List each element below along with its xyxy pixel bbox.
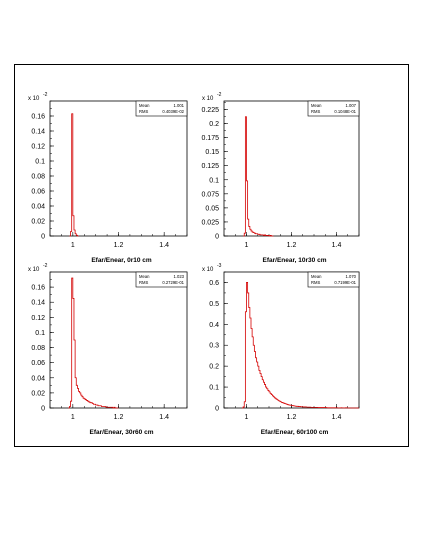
plot-area <box>49 271 188 409</box>
histogram-panel-3: 0 0.02 0.04 0.06 0.08 0.1 0.12 0.14 0.16 1 1.2 1.4 x… <box>28 263 188 436</box>
stats-mean-value: 1.007 <box>346 103 357 108</box>
axis-multiplier: x 10 <box>28 96 40 102</box>
y-tick-label: 0 <box>215 234 219 241</box>
y-tick-label: 0 <box>41 406 45 413</box>
y-tick-label: 0.075 <box>201 191 219 198</box>
x-tick-label: 1 <box>245 414 249 421</box>
stats-mean-label: Mean <box>311 103 322 108</box>
stats-rms-value: 0.1048E-01 <box>334 109 356 114</box>
y-tick-label: 0.08 <box>31 174 45 181</box>
x-tick-label: 1.2 <box>114 242 124 249</box>
stats-rms-label: RMS <box>311 280 321 285</box>
axis-multiplier: x 10 <box>202 267 214 273</box>
plot-area <box>49 100 188 237</box>
stats-rms-value: 0.4039E-02 <box>162 109 184 114</box>
stats-mean-label: Mean <box>311 274 322 279</box>
axis-multiplier-exponent: -2 <box>43 263 48 269</box>
stats-mean-value: 1.070 <box>346 274 357 279</box>
y-tick-label: 0.1 <box>35 159 45 166</box>
stats-rms-label: RMS <box>139 280 149 285</box>
histogram-panel-2: 0 0.025 0.05 0.075 0.1 0.125 0.15 0.175 0.2 0.225… <box>201 92 360 264</box>
axis-multiplier-exponent: -3 <box>217 263 222 269</box>
x-axis-label: Efar/Enear, 10r30 cm <box>263 257 327 264</box>
stats-box <box>307 100 360 117</box>
y-tick-label: 0.16 <box>31 285 45 292</box>
x-tick-label: 1 <box>71 242 75 249</box>
plot-area <box>223 100 360 237</box>
x-tick-label: 1.2 <box>287 242 297 249</box>
stats-mean-value: 1.001 <box>174 103 185 108</box>
y-tick-label: 0.3 <box>209 343 219 350</box>
y-tick-label: 0.025 <box>201 219 219 226</box>
x-tick-label: 1.4 <box>332 414 342 421</box>
histogram-panel-4: 0 0.1 0.2 0.3 0.4 0.5 0.6 1 1.2 1.4 x 10-3 Mean 1.07… <box>202 263 360 436</box>
stats-mean-label: Mean <box>139 103 150 108</box>
axis-multiplier: x 10 <box>202 96 214 102</box>
y-tick-label: 0.12 <box>31 315 45 322</box>
histogram-panel-1: 0 0.02 0.04 0.06 0.08 0.1 0.12 0.14 0.16 1 1.2 1.4 x… <box>28 92 188 264</box>
y-tick-label: 0.4 <box>209 322 219 329</box>
histogram-series <box>69 113 79 237</box>
x-axis-label: Efar/Enear, 30r60 cm <box>90 429 154 436</box>
y-tick-label: 0.1 <box>209 177 219 184</box>
x-tick-label: 1.4 <box>159 242 169 249</box>
axis-multiplier: x 10 <box>28 267 40 273</box>
y-tick-label: 0.1 <box>35 330 45 337</box>
y-tick-label: 0.15 <box>205 149 219 156</box>
stats-mean-value: 1.023 <box>174 274 185 279</box>
y-tick-label: 0.1 <box>209 385 219 392</box>
y-tick-label: 0.05 <box>205 205 219 212</box>
stats-rms-value: 0.7199E-01 <box>334 280 356 285</box>
y-tick-label: 0 <box>215 406 219 413</box>
stats-mean-label: Mean <box>139 274 150 279</box>
x-tick-label: 1 <box>71 414 75 421</box>
x-tick-label: 1.2 <box>287 414 297 421</box>
y-tick-label: 0 <box>41 234 45 241</box>
stats-box <box>135 100 188 117</box>
y-tick-label: 0.02 <box>31 219 45 226</box>
y-tick-label: 0.08 <box>31 345 45 352</box>
histogram-series <box>242 282 359 409</box>
x-axis-label: Efar/Enear, 0r10 cm <box>91 257 152 264</box>
x-tick-label: 1.4 <box>332 242 342 249</box>
y-tick-label: 0.16 <box>31 114 45 121</box>
plot-area <box>223 271 360 409</box>
y-tick-label: 0.5 <box>209 301 219 308</box>
stats-rms-label: RMS <box>311 109 321 114</box>
y-tick-label: 0.14 <box>31 129 45 136</box>
x-axis-label: Efar/Enear, 60r100 cm <box>261 429 329 436</box>
histogram-series <box>68 277 119 409</box>
stats-rms-label: RMS <box>139 109 149 114</box>
y-tick-label: 0.125 <box>201 163 219 170</box>
stats-box <box>135 271 188 288</box>
y-tick-label: 0.02 <box>31 390 45 397</box>
y-tick-label: 0.175 <box>201 135 219 142</box>
figure-frame <box>14 64 409 447</box>
y-tick-label: 0.06 <box>31 360 45 367</box>
x-tick-label: 1 <box>245 242 249 249</box>
y-tick-label: 0.2 <box>209 364 219 371</box>
y-tick-label: 0.04 <box>31 375 45 382</box>
stats-rms-value: 0.2729E-01 <box>162 280 184 285</box>
histogram-series <box>243 116 274 237</box>
y-tick-label: 0.12 <box>31 144 45 151</box>
stats-box <box>307 271 360 288</box>
y-tick-label: 0.2 <box>209 121 219 128</box>
y-tick-label: 0.6 <box>209 280 219 287</box>
x-tick-label: 1.2 <box>114 414 124 421</box>
y-tick-label: 0.225 <box>201 107 219 114</box>
y-tick-label: 0.06 <box>31 189 45 196</box>
y-tick-label: 0.04 <box>31 204 45 211</box>
y-tick-label: 0.14 <box>31 300 45 307</box>
axis-multiplier-exponent: -2 <box>217 92 222 98</box>
x-tick-label: 1.4 <box>159 414 169 421</box>
axis-multiplier-exponent: -2 <box>43 92 48 98</box>
